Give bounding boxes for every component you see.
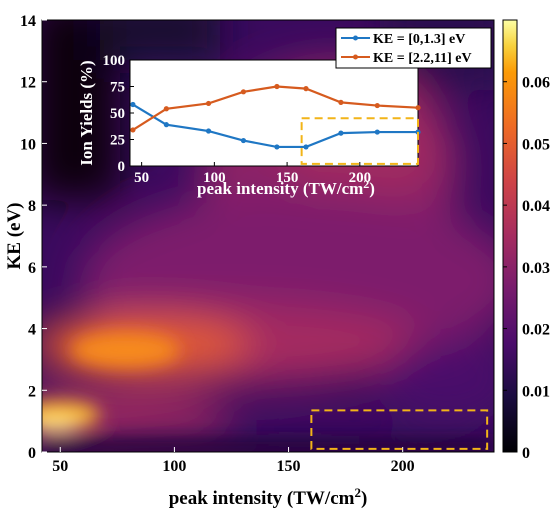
colorbar-tick-label: 0.03 (522, 260, 550, 277)
inset-y-tick-label: 75 (110, 80, 125, 96)
y-tick-label: 2 (28, 383, 36, 400)
legend-marker-series-1 (353, 35, 358, 41)
inset-x-tick-label: 200 (349, 170, 372, 186)
inset-y-tick-label: 25 (110, 133, 125, 149)
inset-y-tick-label: 0 (118, 159, 126, 175)
data-point-series-2 (274, 83, 280, 90)
data-point-series-2 (163, 106, 169, 112)
y-tick-label: 12 (20, 75, 36, 92)
inset-y-axis-ticks: 0 25 50 75 100 (103, 53, 134, 175)
x-tick-label: 100 (162, 458, 186, 475)
data-point-series-2 (374, 102, 380, 109)
colorbar-tick-label: 0.02 (522, 322, 550, 339)
colorbar-tick-label: 0.05 (522, 136, 550, 153)
y-tick-label: 6 (28, 260, 36, 277)
colorbar-ticks: 0 0.01 0.02 0.03 0.04 0.05 0.06 (503, 75, 550, 462)
inset-x-tick-label: 100 (203, 170, 226, 186)
inset-y-axis-label: Ion Yields (%) (77, 60, 96, 165)
legend: KE = [0,1.3] eV KE = [2.2,11] eV (335, 27, 492, 69)
data-point-series-2 (130, 127, 136, 133)
data-point-series-1 (338, 130, 344, 136)
x-tick-label: 200 (391, 458, 415, 475)
y-axis-ticks: 0 2 4 6 8 10 12 14 (20, 13, 47, 462)
y-tick-label: 14 (20, 13, 36, 30)
data-point-series-1 (374, 129, 380, 135)
y-tick-label: 0 (28, 445, 36, 462)
plot-frame (41, 19, 495, 453)
colorbar-tick-label: 0.04 (522, 198, 550, 215)
inset-plot-area (129, 59, 419, 167)
inset-x-axis-ticks: 50 100 150 200 (134, 162, 371, 186)
x-tick-label: 50 (52, 458, 68, 475)
data-point-series-1 (163, 122, 169, 128)
inset-y-tick-label: 100 (103, 53, 126, 69)
legend-box (335, 27, 492, 69)
data-point-series-1 (303, 144, 309, 150)
inset-y-tick-label: 50 (110, 106, 125, 122)
y-axis-label: KE (eV) (4, 202, 25, 269)
inset-series-group (130, 83, 421, 150)
legend-marker-series-2 (353, 54, 358, 60)
y-tick-label: 8 (28, 198, 36, 215)
x-axis-label: peak intensity (TW/cm2) (169, 485, 368, 509)
x-tick-label: 150 (277, 458, 301, 475)
data-point-series-2 (240, 89, 247, 95)
colorbar (502, 19, 518, 453)
colorbar-tick-label: 0 (522, 445, 530, 462)
data-point-series-2 (205, 100, 212, 107)
data-point-series-2 (338, 99, 344, 105)
inset-x-axis-label: peak intensity (TW/cm2) (197, 177, 375, 198)
data-point-series-1 (130, 101, 136, 108)
legend-label-series-1: KE = [0,1.3] eV (373, 32, 465, 47)
colorbar-tick-label: 0.06 (522, 75, 550, 92)
data-point-series-2 (303, 86, 309, 92)
inset-chart: 50 100 150 200 0 25 50 75 100 peak intensity (T… (77, 27, 492, 198)
y-tick-label: 4 (28, 322, 36, 339)
inset-highlight-box (300, 117, 419, 165)
legend-label-series-2: KE = [2.2,11] eV (373, 51, 472, 66)
colorbar-tick-label: 0.01 (522, 383, 550, 400)
data-point-series-1 (274, 144, 280, 150)
inset-x-tick-label: 50 (134, 170, 149, 186)
data-point-series-1 (240, 137, 247, 144)
data-point-series-2 (415, 105, 421, 111)
y-tick-label: 10 (20, 136, 36, 153)
inset-x-tick-label: 150 (276, 170, 299, 186)
x-axis-ticks: 50 100 150 200 (52, 447, 415, 475)
highlight-box (310, 409, 489, 450)
data-point-series-1 (205, 128, 212, 134)
